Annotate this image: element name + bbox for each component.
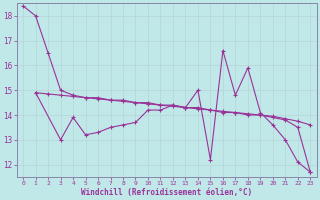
X-axis label: Windchill (Refroidissement éolien,°C): Windchill (Refroidissement éolien,°C) <box>81 188 252 197</box>
